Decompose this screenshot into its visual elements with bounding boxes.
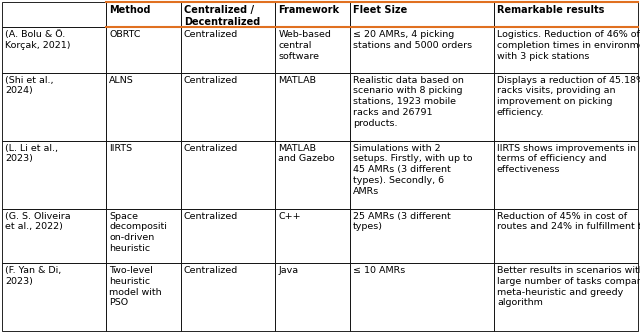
Text: 25 AMRs (3 different
types): 25 AMRs (3 different types): [353, 212, 451, 231]
Text: ALNS: ALNS: [109, 76, 134, 85]
Bar: [2, 2, 106, 27]
Bar: [275, 141, 350, 209]
Bar: [181, 27, 275, 73]
Bar: [181, 141, 275, 209]
Text: Centralized: Centralized: [184, 144, 238, 153]
Text: OBRTC: OBRTC: [109, 30, 141, 39]
Text: Fleet Size: Fleet Size: [353, 5, 407, 15]
Text: Centralized: Centralized: [184, 30, 238, 39]
Text: MATLAB
and Gazebo: MATLAB and Gazebo: [278, 144, 335, 164]
Text: ≤ 20 AMRs, 4 picking
stations and 5000 orders: ≤ 20 AMRs, 4 picking stations and 5000 o…: [353, 30, 472, 50]
Text: Two-level
heuristic
model with
PSO: Two-level heuristic model with PSO: [109, 266, 162, 307]
Bar: [275, 263, 350, 331]
Bar: [2, 263, 106, 331]
Text: Remarkable results: Remarkable results: [497, 5, 604, 15]
Bar: [106, 141, 181, 209]
Bar: [275, 2, 350, 27]
Text: Framework: Framework: [278, 5, 339, 15]
Text: Logistics. Reduction of 46% of
completion times in environments
with 3 pick stat: Logistics. Reduction of 46% of completio…: [497, 30, 640, 61]
Bar: [275, 73, 350, 141]
Text: (A. Bolu & Ö.
Korçak, 2021): (A. Bolu & Ö. Korçak, 2021): [5, 30, 70, 50]
Bar: [494, 2, 638, 27]
Bar: [2, 209, 106, 263]
Text: C++: C++: [278, 212, 301, 221]
Text: Simulations with 2
setups. Firstly, with up to
45 AMRs (3 different
types). Seco: Simulations with 2 setups. Firstly, with…: [353, 144, 472, 196]
Bar: [106, 2, 181, 27]
Text: Reduction of 45% in cost of
routes and 24% in fulfillment time: Reduction of 45% in cost of routes and 2…: [497, 212, 640, 231]
Bar: [350, 263, 494, 331]
Text: (L. Li et al.,
2023): (L. Li et al., 2023): [5, 144, 58, 164]
Bar: [350, 73, 494, 141]
Text: Better results in scenarios with
large number of tasks compared to
meta-heuristi: Better results in scenarios with large n…: [497, 266, 640, 307]
Bar: [494, 263, 638, 331]
Bar: [181, 2, 275, 27]
Text: Centralized: Centralized: [184, 212, 238, 221]
Text: Centralized: Centralized: [184, 76, 238, 85]
Bar: [275, 209, 350, 263]
Text: (G. S. Oliveira
et al., 2022): (G. S. Oliveira et al., 2022): [5, 212, 70, 231]
Text: (F. Yan & Di,
2023): (F. Yan & Di, 2023): [5, 266, 61, 286]
Text: Java: Java: [278, 266, 298, 275]
Bar: [181, 73, 275, 141]
Text: Realistic data based on
scenario with 8 picking
stations, 1923 mobile
racks and : Realistic data based on scenario with 8 …: [353, 76, 464, 128]
Bar: [494, 73, 638, 141]
Bar: [2, 27, 106, 73]
Bar: [275, 27, 350, 73]
Bar: [181, 209, 275, 263]
Bar: [350, 209, 494, 263]
Bar: [181, 263, 275, 331]
Bar: [494, 209, 638, 263]
Bar: [350, 141, 494, 209]
Bar: [350, 27, 494, 73]
Text: MATLAB: MATLAB: [278, 76, 316, 85]
Text: (Shi et al.,
2024): (Shi et al., 2024): [5, 76, 54, 96]
Text: IIRTS: IIRTS: [109, 144, 132, 153]
Text: Displays a reduction of 45.18% of
racks visits, providing an
improvement on pick: Displays a reduction of 45.18% of racks …: [497, 76, 640, 117]
Bar: [106, 263, 181, 331]
Text: Centralized: Centralized: [184, 266, 238, 275]
Bar: [106, 209, 181, 263]
Text: Method: Method: [109, 5, 151, 15]
Bar: [2, 141, 106, 209]
Text: ≤ 10 AMRs: ≤ 10 AMRs: [353, 266, 405, 275]
Text: Space
decompositi
on-driven
heuristic: Space decompositi on-driven heuristic: [109, 212, 167, 253]
Text: Web-based
central
software: Web-based central software: [278, 30, 331, 61]
Bar: [106, 27, 181, 73]
Bar: [2, 73, 106, 141]
Text: Centralized /
Decentralized: Centralized / Decentralized: [184, 5, 260, 27]
Bar: [494, 27, 638, 73]
Bar: [350, 2, 494, 27]
Bar: [106, 73, 181, 141]
Text: IIRTS shows improvements in
terms of efficiency and
effectiveness: IIRTS shows improvements in terms of eff…: [497, 144, 636, 174]
Bar: [494, 141, 638, 209]
